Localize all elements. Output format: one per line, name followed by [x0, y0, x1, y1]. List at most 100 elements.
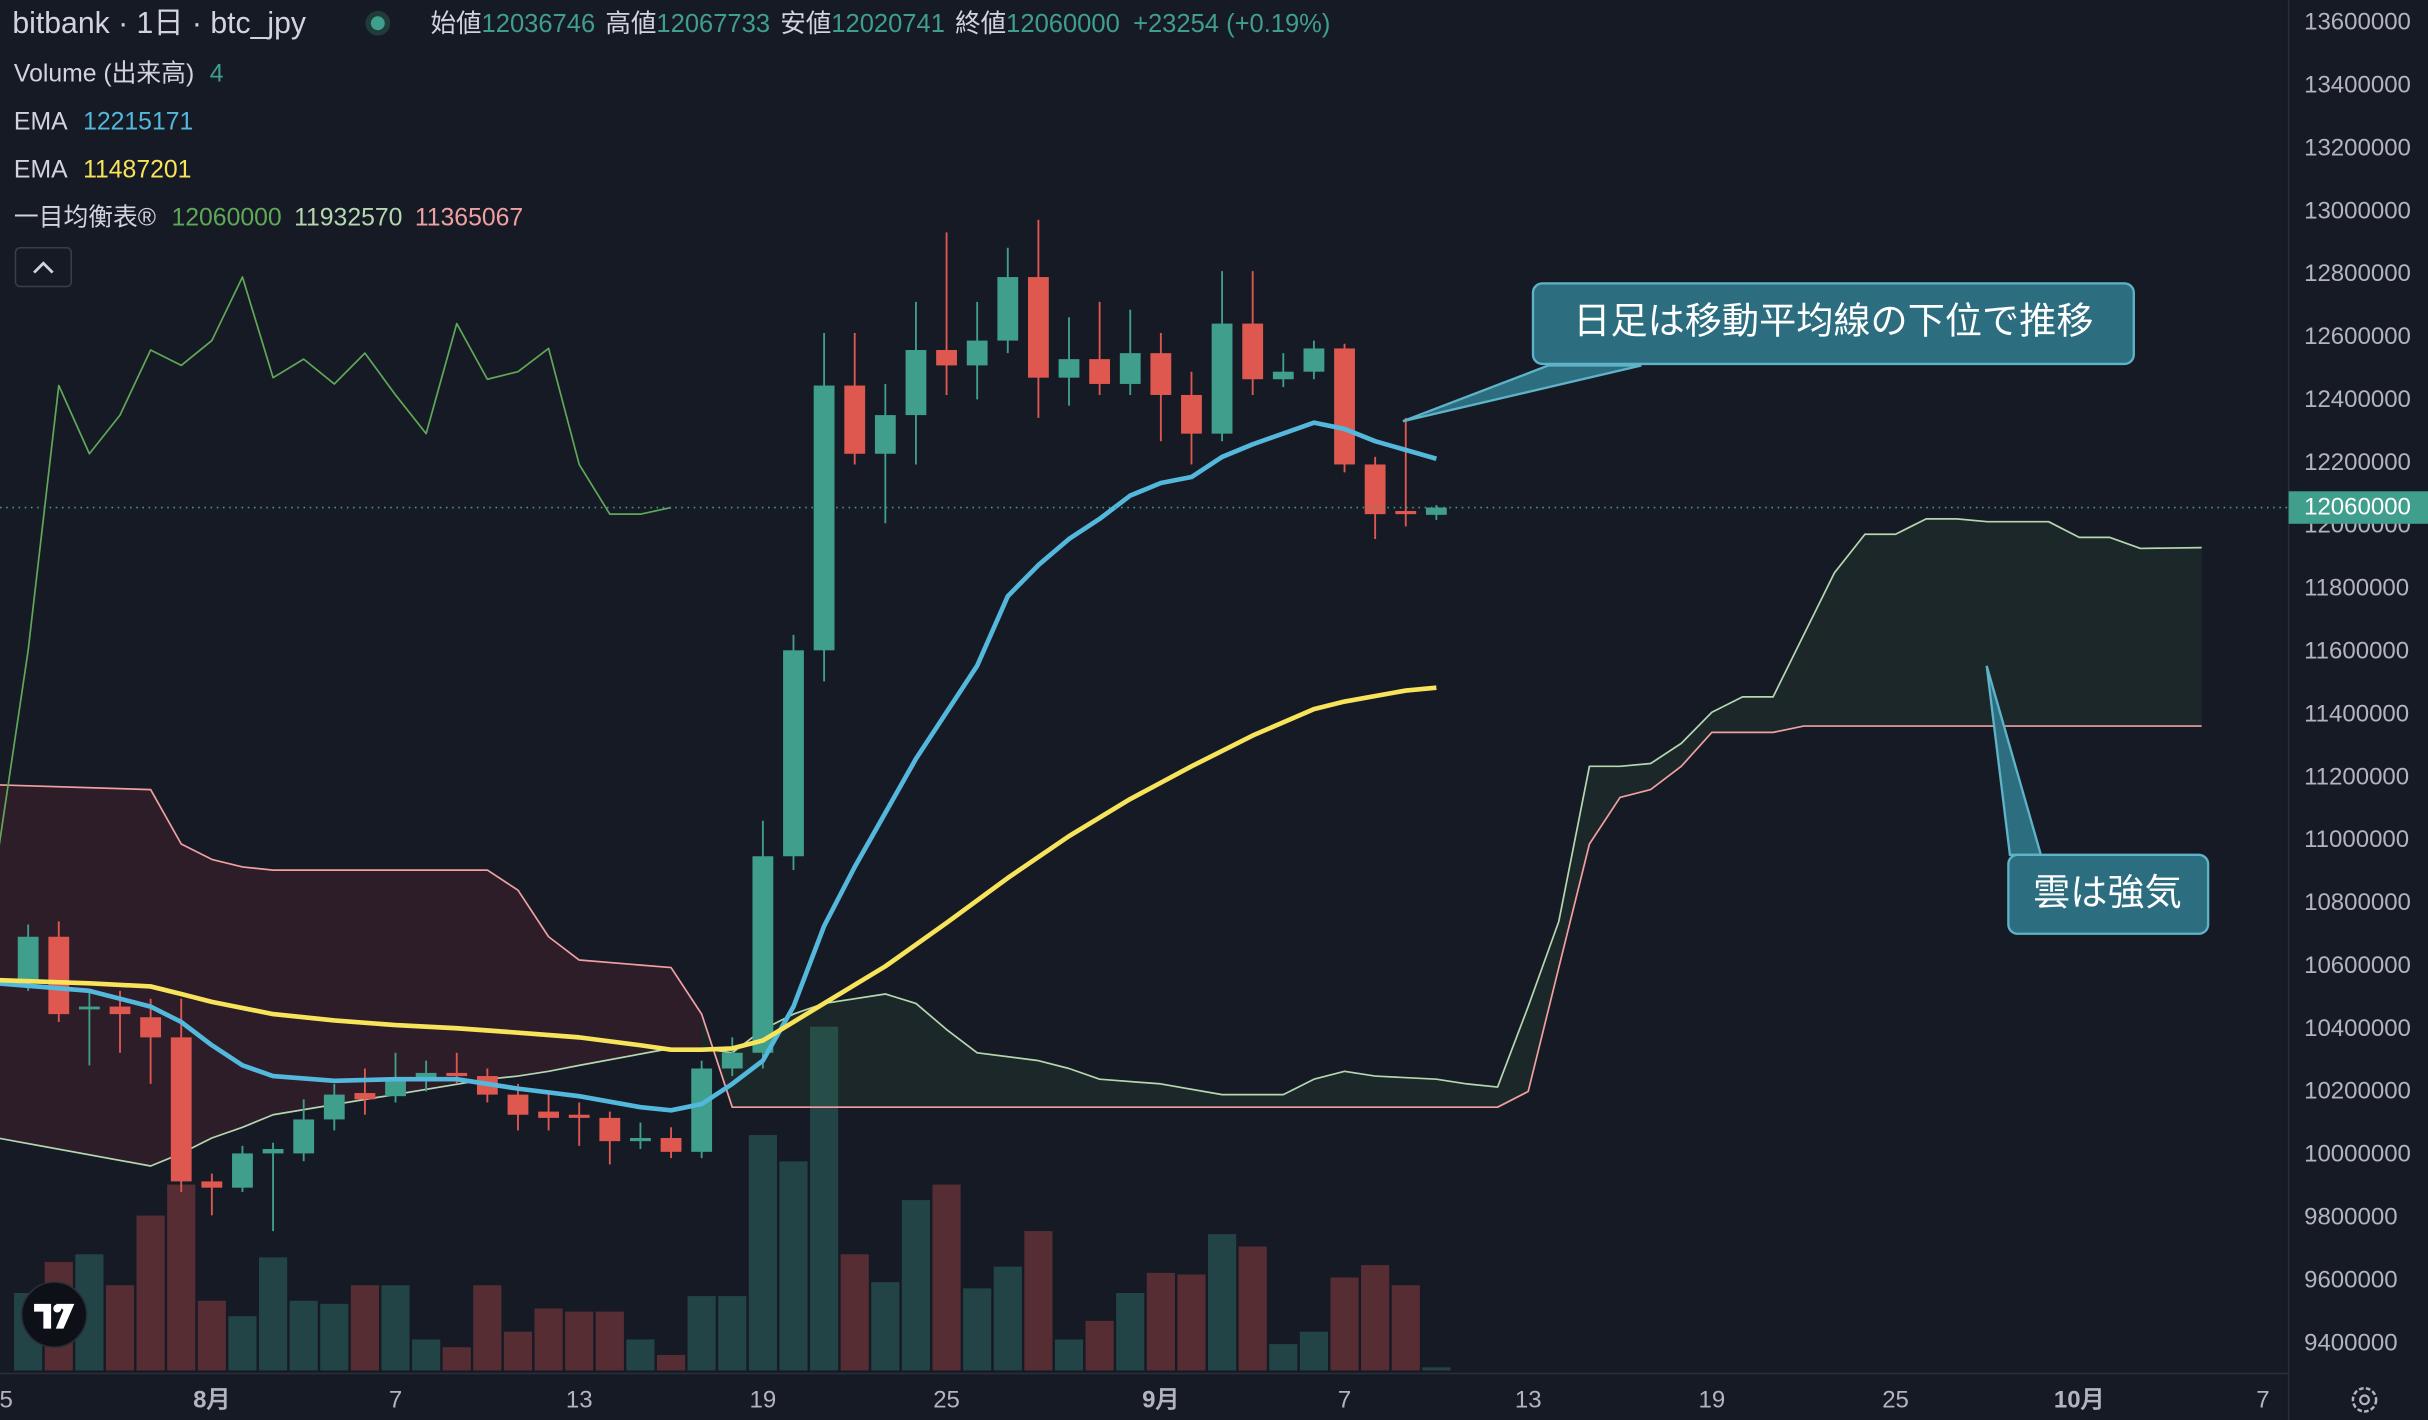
cloud-fill [1069, 1068, 1100, 1108]
candle-body [1211, 323, 1233, 434]
y-axis: 9400000 9600000 9800000 10000000 10200000 104… [2288, 9, 2428, 1356]
volume-bar [565, 1311, 594, 1371]
candle-body [507, 1094, 529, 1115]
volume-bar [840, 1254, 869, 1371]
volume-bar [748, 1135, 777, 1371]
y-tick-label: 11600000 [2304, 638, 2409, 665]
volume-bar [1207, 1234, 1237, 1371]
candle-body [48, 936, 70, 1015]
annotation: 雲は強気 [2033, 871, 2182, 913]
volume-bar [901, 1200, 931, 1371]
y-tick-label: 12200000 [2304, 449, 2411, 476]
cloud-fill [793, 1003, 825, 1108]
volume-bar [595, 1311, 624, 1371]
cloud-fill [1436, 1079, 1467, 1108]
collapse-button[interactable] [14, 247, 73, 288]
cloud-fill [1864, 534, 1896, 727]
candle-body [721, 1052, 743, 1069]
span-b-line [0, 725, 2202, 1109]
volume-bar [258, 1257, 288, 1371]
candle-body [691, 1068, 713, 1152]
volume-bar [1391, 1285, 1420, 1371]
cloud-fill [1589, 766, 1621, 844]
volume-bar [656, 1354, 686, 1371]
cloud-fill [1895, 518, 1927, 727]
volume-bar [350, 1285, 379, 1371]
volume-bar [1146, 1272, 1175, 1371]
cloud-fill [1803, 572, 1835, 727]
cloud-fill [487, 870, 518, 1080]
y-tick-label: 12800000 [2304, 260, 2411, 287]
volume-bar [810, 1026, 839, 1371]
logo-mark[interactable] [34, 1303, 75, 1329]
settings-button[interactable] [2351, 1386, 2378, 1413]
legend-value: 11487201 [83, 156, 191, 183]
volume-bar [1299, 1331, 1328, 1371]
x-tick-label: 9月 [1142, 1387, 1179, 1414]
chevron-icon[interactable] [33, 261, 54, 274]
candle-body [17, 936, 39, 984]
x-tick-label: 13 [1515, 1387, 1542, 1414]
volume-bar [1422, 1367, 1451, 1371]
volume-bar [503, 1331, 533, 1371]
volume-bar [136, 1215, 165, 1371]
x-tick-label: 7 [389, 1387, 402, 1414]
cloud-fill [824, 993, 886, 1108]
cloud-fill [1222, 1094, 1284, 1108]
volume-bar [626, 1339, 655, 1371]
y-tick-label: 13600000 [2304, 9, 2411, 36]
y-tick-label: 9600000 [2304, 1266, 2397, 1293]
cloud-fill [1620, 763, 1651, 798]
cloud-fill [1375, 1076, 1437, 1108]
candle-body [1027, 277, 1049, 378]
cloud-fill [2048, 521, 2080, 727]
cloud-fill [2079, 537, 2110, 727]
volume-bar [932, 1184, 961, 1371]
ema-line [0, 420, 1438, 1113]
volume-bar [993, 1266, 1022, 1371]
cloud-fill [1834, 534, 1865, 727]
ohlc-label: 安値 [780, 10, 831, 38]
volume-bar [167, 1184, 196, 1371]
gear-icon[interactable] [2351, 1386, 2378, 1413]
cloud-fill [1681, 712, 1712, 767]
cloud-fill [1160, 1083, 1223, 1108]
y-tick-label: 9400000 [2304, 1329, 2397, 1356]
candle-body [936, 350, 957, 366]
logo[interactable] [20, 1281, 88, 1348]
volume-legend: Volume (出来高) 4 [14, 59, 224, 87]
ohlc-label: 高値 [605, 10, 656, 38]
span-a-line [0, 518, 2202, 1167]
candle-body [660, 1138, 682, 1152]
volume-bar [687, 1296, 716, 1371]
x-tick-label: 13 [566, 1387, 593, 1414]
y-tick-label: 9800000 [2304, 1204, 2397, 1231]
legend-value: 11932570 [294, 204, 402, 231]
cloud-fill [211, 859, 243, 1138]
logo-dot[interactable] [53, 1304, 62, 1313]
volume-bar [228, 1316, 257, 1371]
cloud-fill [2018, 521, 2049, 727]
logo-badge[interactable] [20, 1281, 88, 1348]
legend-name: 一目均衡表® [14, 203, 156, 231]
cloud-fill [2140, 547, 2202, 727]
cloud-fill [1773, 634, 1804, 733]
plot-area [0, 219, 2289, 1371]
candle-body [323, 1094, 345, 1120]
ohlc-value: 12060000 [1006, 10, 1120, 38]
candle-body [354, 1093, 376, 1100]
ema-legend: EMA 12215171 [14, 108, 193, 135]
ohlc-label: 始値 [430, 10, 481, 38]
cloud-fill [0, 784, 151, 1166]
button-frame[interactable] [14, 247, 73, 288]
volume-bar [105, 1285, 135, 1371]
candle-body [599, 1117, 621, 1142]
candle-body [1425, 507, 1447, 515]
cloud-fill [1497, 1006, 1529, 1108]
ema-line [0, 685, 1437, 1052]
y-tick-label: 13400000 [2304, 72, 2411, 99]
status-dot [370, 16, 385, 31]
volume-bar [1024, 1231, 1053, 1371]
cloud-fill [1466, 1083, 1498, 1108]
gear-center[interactable] [2359, 1394, 2370, 1406]
